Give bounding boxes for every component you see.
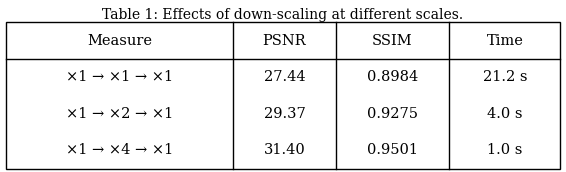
Text: 0.8984: 0.8984	[367, 70, 418, 84]
Text: SSIM: SSIM	[372, 34, 413, 48]
Text: 29.37: 29.37	[264, 107, 305, 121]
Text: 27.44: 27.44	[264, 70, 305, 84]
Text: ×1 → ×4 → ×1: ×1 → ×4 → ×1	[66, 143, 173, 157]
Text: PSNR: PSNR	[263, 34, 306, 48]
Text: 0.9275: 0.9275	[367, 107, 418, 121]
Text: Table 1: Effects of down-scaling at different scales.: Table 1: Effects of down-scaling at diff…	[102, 8, 464, 22]
Text: 21.2 s: 21.2 s	[483, 70, 527, 84]
Text: ×1 → ×1 → ×1: ×1 → ×1 → ×1	[66, 70, 173, 84]
Text: ×1 → ×2 → ×1: ×1 → ×2 → ×1	[66, 107, 173, 121]
Text: 1.0 s: 1.0 s	[487, 143, 522, 157]
Text: Time: Time	[486, 34, 524, 48]
Text: 31.40: 31.40	[264, 143, 305, 157]
Text: 4.0 s: 4.0 s	[487, 107, 522, 121]
Bar	[6, 22, 560, 169]
Text: Measure: Measure	[87, 34, 152, 48]
Text: 0.9501: 0.9501	[367, 143, 418, 157]
